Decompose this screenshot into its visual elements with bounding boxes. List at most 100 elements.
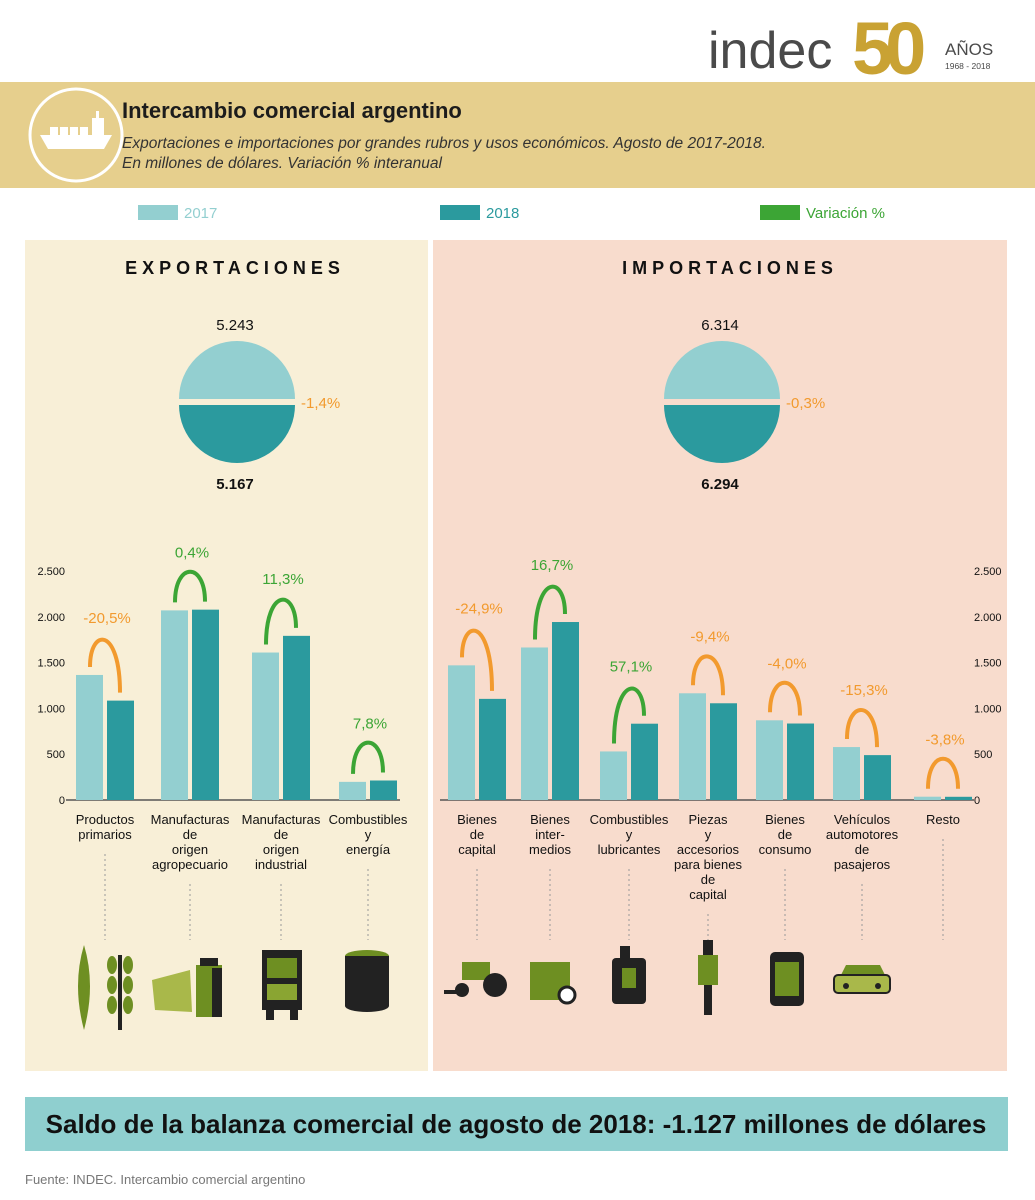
header-icon xyxy=(28,87,124,183)
variation-arc xyxy=(88,637,122,693)
legend-swatch xyxy=(760,205,800,220)
variation-label: -24,9% xyxy=(455,600,503,617)
legend-swatch xyxy=(138,205,178,220)
logo-years-label: AÑOS xyxy=(945,40,993,59)
total-2018 xyxy=(179,405,295,463)
variation-arc xyxy=(173,569,207,603)
variation-label: -9,4% xyxy=(690,628,729,645)
total-variation: -0,3% xyxy=(786,395,825,412)
variation-label: -4,0% xyxy=(767,655,806,672)
variation-label: 57,1% xyxy=(610,659,653,676)
bar-2017 xyxy=(679,693,706,800)
legend-label: Variación % xyxy=(806,205,885,222)
x-tick-label: Manufacturas de origen industrial xyxy=(241,812,321,872)
variation-label: -15,3% xyxy=(840,682,888,699)
total-variation: -1,4% xyxy=(301,395,340,412)
variation-label: 0,4% xyxy=(175,545,209,562)
variation-label: -3,8% xyxy=(925,732,964,749)
y-tick-label: 0 xyxy=(59,795,65,807)
variation-label: 16,7% xyxy=(531,557,574,574)
y-tick-label: 0 xyxy=(974,795,980,807)
total-2018 xyxy=(664,405,780,463)
variation-arc xyxy=(460,628,494,691)
y-tick-label: 500 xyxy=(47,749,65,761)
x-tick-label: Bienes de consumo xyxy=(758,812,812,857)
bar-2017 xyxy=(448,665,475,800)
x-tick-label: Combustibles y lubricantes xyxy=(589,812,669,857)
variation-arc xyxy=(768,680,802,716)
bar-2018 xyxy=(107,700,134,800)
variation-arc xyxy=(351,740,385,774)
y-tick-label: 2.000 xyxy=(37,612,65,624)
bar-2017 xyxy=(521,647,548,800)
bar-2017 xyxy=(161,610,188,800)
balance: Saldo de la balanza comercial de agosto … xyxy=(46,1109,987,1139)
x-tick-label: Resto xyxy=(926,812,960,827)
icons xyxy=(78,940,891,1030)
panel-title: EXPORTACIONES xyxy=(125,258,345,278)
ship-icon xyxy=(40,111,112,149)
variation-arc xyxy=(612,686,646,744)
bar-2017 xyxy=(339,781,366,800)
x-tick-label: Bienes de capital xyxy=(457,812,497,857)
bar-2018 xyxy=(192,609,219,800)
header-band xyxy=(0,82,1035,188)
total-2017 xyxy=(179,341,295,399)
bar-2018 xyxy=(787,723,814,800)
legend-label: 2017 xyxy=(184,205,217,222)
x-tick-label: Piezas y accesorios para bienes de capit… xyxy=(674,812,742,902)
y-tick-label: 500 xyxy=(974,749,992,761)
y-tick-label: 1.500 xyxy=(974,658,1002,670)
total-label-2017: 6.314 xyxy=(701,317,739,334)
variation-arc xyxy=(845,708,879,748)
y-tick-label: 1.500 xyxy=(37,658,65,670)
y-tick-label: 2.000 xyxy=(974,612,1002,624)
logo-years: 1968 - 2018 xyxy=(945,61,991,71)
variation-arc xyxy=(264,597,298,645)
bar-2018 xyxy=(283,635,310,800)
x-tick-label: Productos primarios xyxy=(75,812,135,842)
panel-title: IMPORTACIONES xyxy=(622,258,838,278)
total-2017 xyxy=(664,341,780,399)
title: Intercambio comercial argentino xyxy=(122,98,462,123)
variation-label: 11,3% xyxy=(262,571,303,588)
x-tick-label: Vehículos automotores de pasajeros xyxy=(825,812,899,872)
bar-2017 xyxy=(756,720,783,800)
bar-2018 xyxy=(864,755,891,800)
variation-label: -20,5% xyxy=(83,610,131,627)
bar-2018 xyxy=(710,703,737,800)
subtitle: En millones de dólares. Variación % inte… xyxy=(122,155,442,172)
y-tick-label: 1.000 xyxy=(974,703,1002,715)
logo-number: 50 xyxy=(852,7,924,90)
bar-2017 xyxy=(600,751,627,800)
x-tick-label: Combustibles y energía xyxy=(328,812,408,857)
y-tick-label: 2.500 xyxy=(974,566,1002,578)
total-label-2017: 5.243 xyxy=(216,317,254,334)
legend-label: 2018 xyxy=(486,205,519,222)
bar-2018 xyxy=(631,723,658,800)
variation-arc xyxy=(533,584,567,640)
bar-2018 xyxy=(479,698,506,800)
source: Fuente: INDEC. Intercambio comercial arg… xyxy=(25,1172,305,1187)
x-tick-label: Manufacturas de origen agropecuario xyxy=(150,812,230,872)
variation-arc xyxy=(691,654,725,696)
variation-label: 7,8% xyxy=(353,715,387,732)
y-tick-label: 2.500 xyxy=(37,566,65,578)
variation-arc xyxy=(926,756,960,789)
bar-2018 xyxy=(945,796,972,800)
x-tick-label: Bienes inter- medios xyxy=(529,812,571,857)
subtitle: Exportaciones e importaciones por grande… xyxy=(122,135,766,152)
bar-2017 xyxy=(76,674,103,800)
balance-box xyxy=(25,1097,1008,1151)
y-tick-label: 1.000 xyxy=(37,703,65,715)
bar-2018 xyxy=(552,622,579,800)
bar-2017 xyxy=(833,747,860,800)
bar-2018 xyxy=(370,780,397,800)
bar-2017 xyxy=(252,652,279,800)
total-label-2018: 5.167 xyxy=(216,476,254,493)
legend-swatch xyxy=(440,205,480,220)
